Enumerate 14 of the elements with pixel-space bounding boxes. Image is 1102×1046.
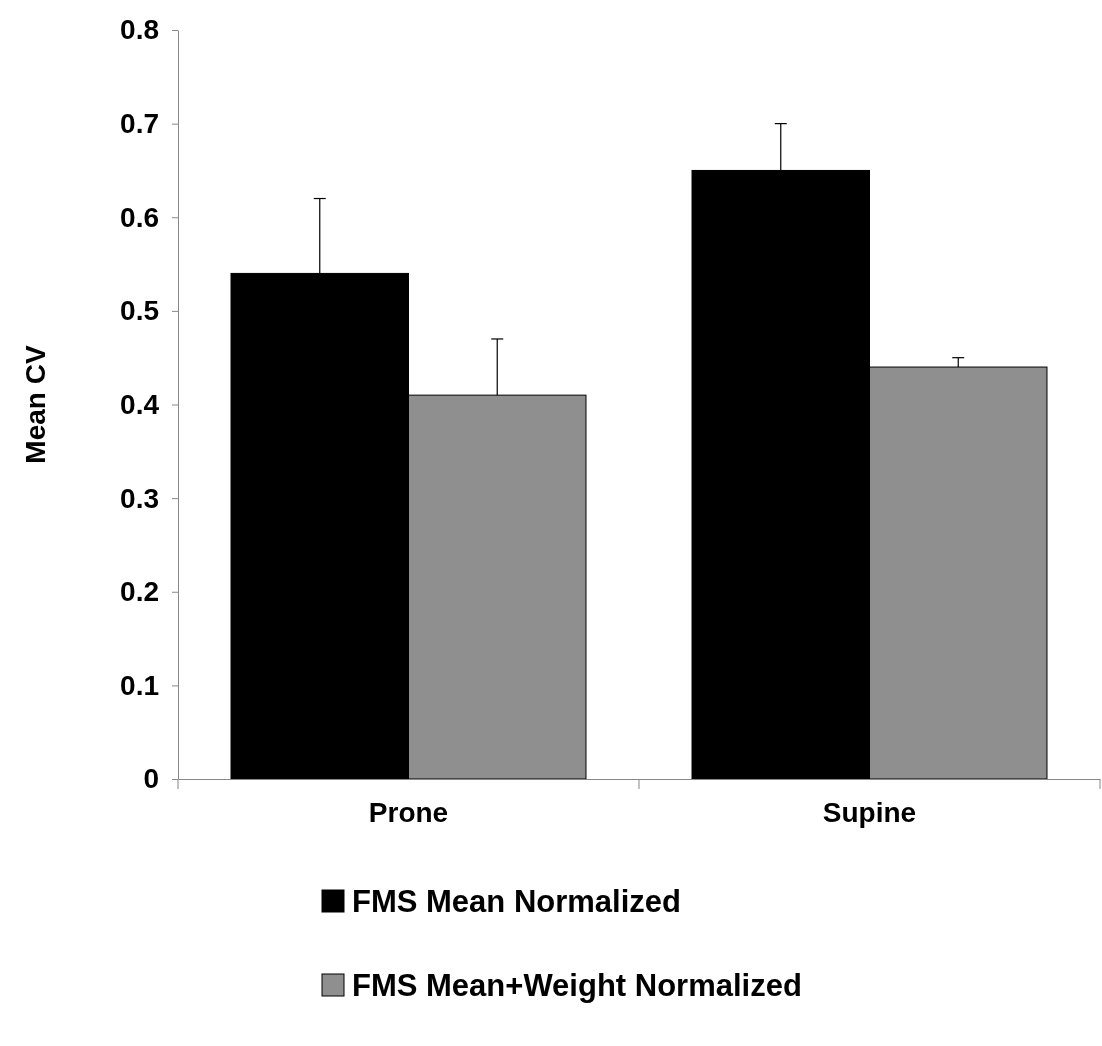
y-tick-label: 0.7 — [120, 108, 159, 140]
y-tick-label: 0.1 — [120, 669, 159, 701]
y-tick-label: 0 — [143, 763, 159, 795]
y-tick-label: 0.2 — [120, 576, 159, 608]
x-tick-label: Supine — [822, 797, 917, 828]
y-axis-title: Mean CV — [20, 345, 51, 464]
y-tick-label: 0.5 — [120, 295, 159, 327]
y-tick-label: 0.8 — [120, 14, 159, 46]
legend-label: FMS Mean+Weight Normalized — [352, 968, 802, 1003]
y-tick-label: 0.4 — [120, 388, 160, 420]
y-tick-label: 0.6 — [120, 201, 159, 233]
y-tick-label: 0.3 — [120, 482, 159, 514]
x-tick-label: Prone — [368, 797, 449, 828]
legend-label: FMS Mean Normalized — [352, 884, 681, 919]
